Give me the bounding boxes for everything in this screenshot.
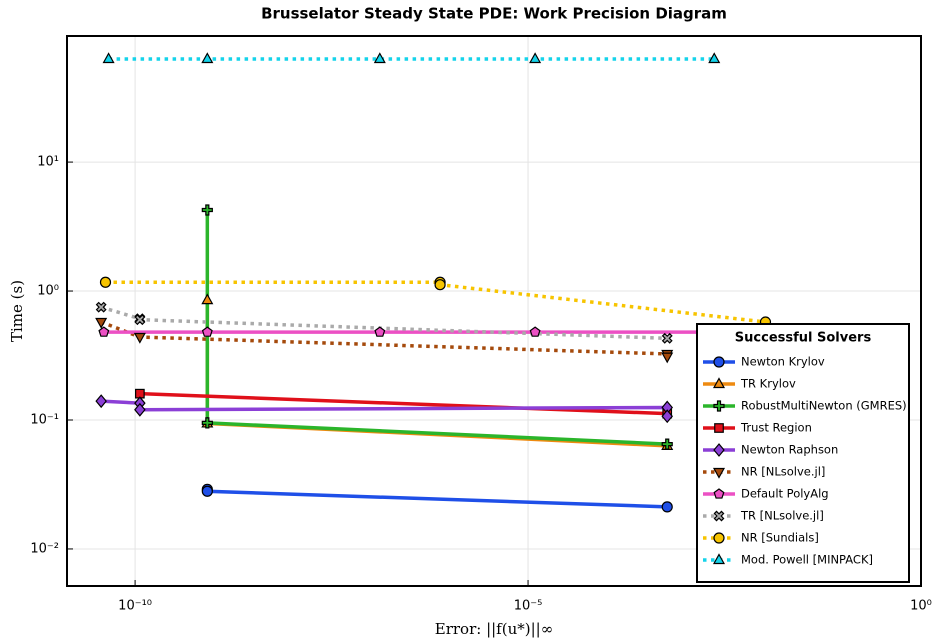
series-line (205, 300, 668, 448)
data-point (373, 52, 386, 64)
plot-frame (66, 35, 922, 587)
data-point (201, 52, 214, 64)
chart-title: Brusselator Steady State PDE: Work Preci… (261, 5, 727, 23)
legend-marker (713, 488, 725, 499)
data-point (661, 501, 673, 513)
legend-label: Newton Krylov (741, 355, 825, 369)
data-point (99, 276, 112, 288)
legend-label: NR [NLsolve.jl] (741, 465, 825, 479)
data-point (374, 326, 386, 337)
legend-label: TR [NLsolve.jl] (740, 509, 824, 523)
data-point (434, 279, 446, 291)
data-point (201, 485, 213, 497)
data-point (201, 417, 213, 429)
data-point (708, 52, 721, 64)
data-point (529, 326, 541, 337)
data-point (95, 317, 108, 329)
y-axis-label: Time (s) (8, 280, 26, 342)
x-axis-label: Error: ||f(u*)||∞ (435, 620, 553, 638)
legend-title: Successful Solvers (735, 331, 872, 346)
x-tick-label: 10⁰ (910, 599, 932, 614)
series-line (139, 391, 668, 416)
data-point (661, 332, 673, 344)
series-line (100, 320, 669, 357)
legend-marker (713, 532, 725, 544)
legend-label: RobustMultiNewton (GMRES) (741, 399, 907, 413)
legend-label: NR [Sundials] (741, 531, 819, 545)
legend-label: Default PolyAlg (741, 487, 829, 501)
data-point (661, 352, 674, 364)
data-point (95, 301, 107, 313)
legend-marker (712, 467, 726, 479)
data-point (201, 326, 213, 337)
series-line (205, 489, 668, 509)
legend-label: Mod. Powell [MINPACK] (741, 553, 873, 567)
x-tick-label: 10⁻⁵ (514, 599, 543, 614)
legend-marker (712, 377, 726, 389)
data-point (95, 394, 107, 409)
data-point (134, 314, 146, 326)
y-tick-label: 10⁰ (37, 284, 59, 299)
y-tick-label: 10¹ (37, 155, 59, 170)
legend-marker (714, 423, 724, 433)
data-point (661, 409, 674, 424)
y-tick-label: 10⁻¹ (30, 412, 59, 427)
data-point (661, 438, 673, 450)
legend-marker (713, 443, 725, 457)
legend-label: Trust Region (740, 421, 812, 435)
data-point (102, 52, 115, 64)
legend-label: TR Krylov (740, 377, 796, 391)
legend-marker (713, 510, 725, 522)
legend-marker (713, 356, 725, 368)
data-point (201, 204, 213, 216)
data-point (134, 402, 146, 417)
data-point (133, 332, 146, 344)
legend-box (696, 323, 910, 583)
data-point (529, 52, 542, 64)
data-point (98, 326, 110, 337)
data-point (201, 293, 214, 305)
y-tick-label: 10⁻² (30, 541, 59, 556)
legend-label: Newton Raphson (741, 443, 838, 457)
legend-marker (712, 553, 726, 565)
x-tick-label: 10⁻¹⁰ (118, 599, 152, 614)
legend-marker (713, 400, 725, 412)
